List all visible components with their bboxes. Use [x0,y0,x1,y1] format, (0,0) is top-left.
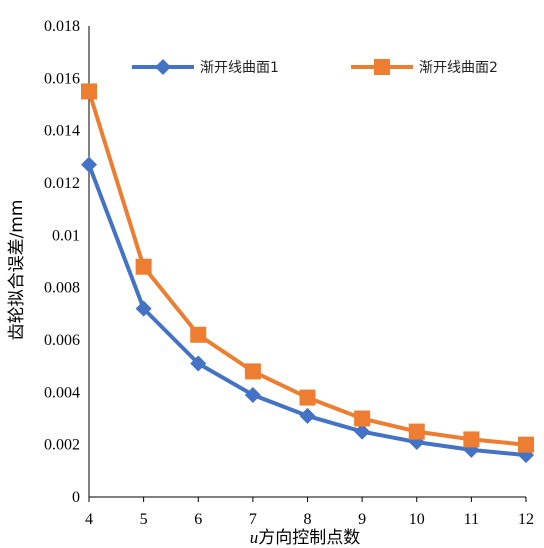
series-2 [81,83,534,453]
x-axis-title-text: 方向控制点数 [258,528,360,548]
data-point [299,389,316,406]
series-1 [81,156,534,464]
legend-label: 渐开线曲面1 [200,60,279,76]
x-axis-title-variable: u [250,528,259,547]
y-tick-label: 0.008 [44,280,80,297]
y-axis-ticks: 0 0.002 0.004 0.006 0.008 0.01 0.012 0.014 0.016… [44,18,80,506]
y-axis-title: 齿轮拟合误差/mm [7,200,27,341]
x-tick-label: 10 [409,511,425,528]
legend-marker [155,59,171,75]
y-tick-label: 0.016 [44,70,80,87]
x-tick-label: 6 [194,511,202,528]
legend-label: 渐开线曲面2 [419,60,498,76]
legend-item: 渐开线曲面1 [132,59,279,76]
data-point [190,355,207,372]
y-tick-label: 0.018 [44,18,80,35]
x-axis-title: u方向控制点数 [250,528,361,548]
data-point [354,410,371,427]
data-point [518,436,534,453]
y-tick-label: 0.002 [44,437,80,454]
data-point [81,156,97,173]
legend-marker [374,59,390,75]
data-point [244,363,261,380]
x-tick-label: 7 [249,511,257,528]
data-point [190,326,207,343]
x-tick-label: 4 [85,511,93,528]
data-point [135,258,152,275]
x-axis-ticks: 4 5 6 7 8 9 10 11 12 [85,497,534,528]
x-tick-label: 12 [518,511,534,528]
y-tick-label: 0.01 [52,227,80,244]
legend: 渐开线曲面1 渐开线曲面2 [132,59,498,76]
x-tick-label: 11 [464,511,479,528]
data-point [135,300,152,317]
y-tick-label: 0.012 [44,175,80,192]
data-point [408,423,425,440]
data-point [299,407,316,424]
data-point [463,431,480,448]
y-tick-label: 0.004 [44,384,80,401]
data-point [244,386,261,403]
y-tick-label: 0.006 [44,332,80,349]
legend-item: 渐开线曲面2 [351,59,498,76]
data-point [354,423,371,440]
x-tick-label: 9 [358,511,366,528]
data-point [81,83,97,100]
y-tick-label: 0 [72,489,80,506]
series-layer [81,83,534,464]
x-tick-label: 8 [304,511,312,528]
y-tick-label: 0.014 [44,123,80,140]
x-tick-label: 5 [140,511,148,528]
